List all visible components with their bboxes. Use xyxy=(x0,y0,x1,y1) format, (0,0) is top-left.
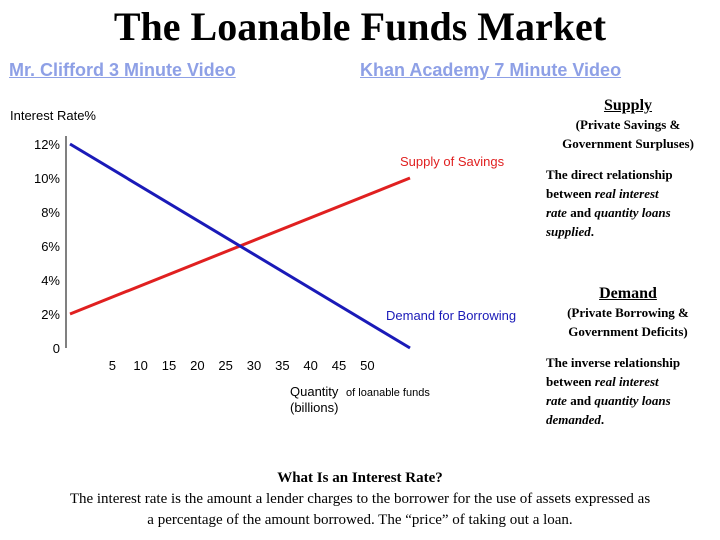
supply-text: The direct relationship xyxy=(546,167,673,182)
y-tick-labels: 0 2% 4% 6% 8% 10% 12% xyxy=(34,137,60,356)
demand-description: Demand (Private Borrowing & Government D… xyxy=(540,284,716,429)
demand-text-italic: demanded xyxy=(546,412,601,427)
demand-paragraph: The inverse relationship between real in… xyxy=(540,353,716,429)
demand-subtitle-1: (Private Borrowing & xyxy=(567,305,689,320)
demand-text: between xyxy=(546,374,595,389)
question-heading: What Is an Interest Rate? xyxy=(277,470,443,486)
x-tick-label: 40 xyxy=(303,358,317,373)
x-tick-label: 25 xyxy=(218,358,232,373)
y-tick-label: 10% xyxy=(34,171,60,186)
page-title: The Loanable Funds Market xyxy=(113,4,607,49)
x-tick-labels: 5 10 15 20 25 30 35 40 45 50 xyxy=(109,358,375,373)
x-tick-label: 15 xyxy=(162,358,176,373)
x-tick-label: 5 xyxy=(109,358,116,373)
x-tick-label: 45 xyxy=(332,358,346,373)
supply-heading: Supply xyxy=(603,97,653,114)
supply-text: between xyxy=(546,186,595,201)
supply-description: Supply (Private Savings & Government Sur… xyxy=(540,96,716,241)
demand-heading: Demand xyxy=(599,285,657,302)
demand-subtitle-2: Government Deficits) xyxy=(568,324,688,339)
supply-text-italic: rate xyxy=(546,205,567,220)
x-axis-label-line1: Quantity of loanable funds xyxy=(290,384,430,399)
demand-text-italic: rate xyxy=(546,393,567,408)
y-tick-label: 0 xyxy=(53,341,60,356)
x-axis-label-line2: (billions) xyxy=(290,400,338,415)
supply-text: and xyxy=(566,205,595,220)
loanable-funds-chart: Interest Rate% 0 2% 4% 6% 8% 10% 12% 5 10 15 20 25… xyxy=(10,108,516,415)
y-tick-label: 6% xyxy=(41,239,60,254)
explanation-line-1: The interest rate is the amount a lender… xyxy=(69,491,651,507)
series-lines xyxy=(69,142,411,350)
y-tick-label: 2% xyxy=(41,307,60,322)
supply-curve-label: Supply of Savings xyxy=(400,154,505,169)
y-axis-label: Interest Rate% xyxy=(10,108,96,123)
x-tick-label: 50 xyxy=(360,358,374,373)
x-tick-label: 10 xyxy=(133,358,147,373)
interest-rate-explanation: What Is an Interest Rate? The interest r… xyxy=(0,468,720,531)
demand-text: . xyxy=(600,412,605,427)
y-tick-label: 8% xyxy=(41,205,60,220)
demand-text-italic: real interest xyxy=(594,374,659,389)
demand-curve-label: Demand for Borrowing xyxy=(386,308,516,323)
demand-text: and xyxy=(566,393,595,408)
supply-text-italic: supplied xyxy=(546,224,591,239)
demand-text: The inverse relationship xyxy=(546,355,681,370)
x-axis-label-main: Quantity xyxy=(290,384,339,399)
supply-text: . xyxy=(590,224,595,239)
mr-clifford-video-link[interactable]: Mr. Clifford 3 Minute Video xyxy=(9,60,236,80)
supply-text-italic: real interest xyxy=(594,186,659,201)
x-tick-label: 30 xyxy=(247,358,261,373)
supply-subtitle-1: (Private Savings & xyxy=(575,117,681,132)
explanation-line-2: a percentage of the amount borrowed. The… xyxy=(147,512,573,528)
y-tick-label: 12% xyxy=(34,137,60,152)
demand-curve-line xyxy=(69,142,411,350)
demand-text-italic: quantity loans xyxy=(594,393,671,408)
supply-paragraph: The direct relationship between real int… xyxy=(540,165,716,241)
x-tick-label: 35 xyxy=(275,358,289,373)
y-tick-label: 4% xyxy=(41,273,60,288)
x-tick-label: 20 xyxy=(190,358,204,373)
x-axis-label-suffix: of loanable funds xyxy=(346,387,430,399)
supply-text-italic: quantity loans xyxy=(594,205,671,220)
khan-academy-video-link[interactable]: Khan Academy 7 Minute Video xyxy=(360,60,622,80)
supply-subtitle-2: Government Surpluses) xyxy=(562,136,694,151)
